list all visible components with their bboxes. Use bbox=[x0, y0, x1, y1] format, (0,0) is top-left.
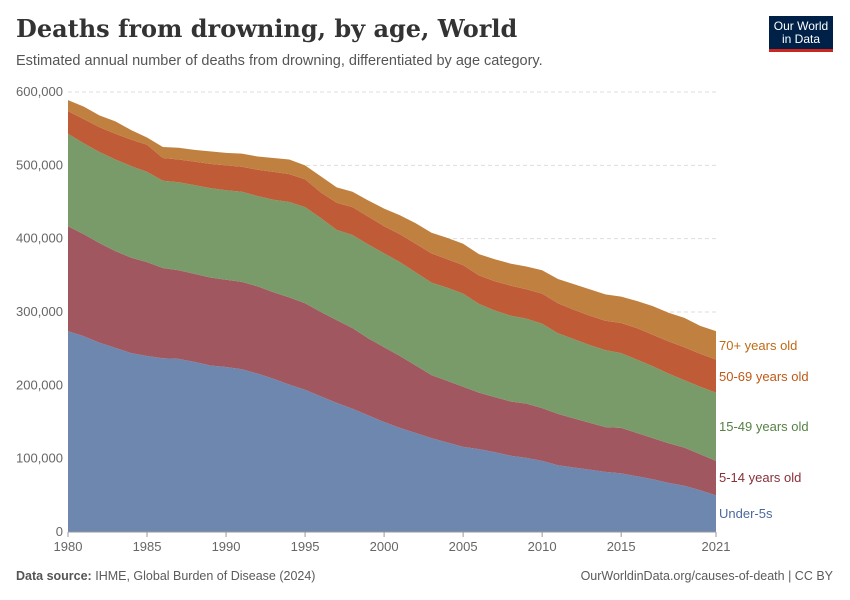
y-tick-label: 600,000 bbox=[16, 84, 63, 99]
source-label: Data source: bbox=[16, 569, 92, 583]
y-tick-label: 500,000 bbox=[16, 157, 63, 172]
series-label: 50-69 years old bbox=[719, 369, 809, 384]
y-tick-label: 200,000 bbox=[16, 377, 63, 392]
y-tick-label: 400,000 bbox=[16, 231, 63, 246]
x-tick-label: 2021 bbox=[702, 539, 731, 554]
source-text: IHME, Global Burden of Disease (2024) bbox=[95, 569, 316, 583]
y-tick-label: 300,000 bbox=[16, 304, 63, 319]
footer-link[interactable]: OurWorldinData.org/causes-of-death | CC … bbox=[580, 569, 833, 583]
series-label: Under-5s bbox=[719, 506, 773, 521]
logo-text: Our World in Data bbox=[773, 19, 829, 46]
series-label: 5-14 years old bbox=[719, 470, 801, 485]
x-tick-label: 1995 bbox=[291, 539, 320, 554]
area-50-69-years-old bbox=[68, 111, 716, 393]
area-5-14-years-old bbox=[68, 226, 716, 496]
chart-subtitle: Estimated annual number of deaths from d… bbox=[16, 53, 543, 69]
series-label: 15-49 years old bbox=[719, 419, 809, 434]
x-tick-label: 2015 bbox=[607, 539, 636, 554]
area-under-5s bbox=[68, 331, 716, 532]
x-tick-label: 1980 bbox=[54, 539, 83, 554]
y-tick-label: 100,000 bbox=[16, 451, 63, 466]
area-15-49-years-old bbox=[68, 133, 716, 461]
x-tick-label: 1985 bbox=[133, 539, 162, 554]
owid-logo[interactable]: Our World in Data bbox=[769, 16, 833, 52]
series-label: 70+ years old bbox=[719, 338, 797, 353]
x-tick-label: 1990 bbox=[212, 539, 241, 554]
data-source: Data source: IHME, Global Burden of Dise… bbox=[16, 569, 315, 583]
chart-title: Deaths from drowning, by age, World bbox=[16, 14, 518, 43]
x-tick-label: 2010 bbox=[528, 539, 557, 554]
x-tick-label: 2000 bbox=[370, 539, 399, 554]
y-tick-label: 0 bbox=[56, 524, 63, 539]
x-tick-label: 2005 bbox=[449, 539, 478, 554]
area-70-years-old bbox=[68, 100, 716, 360]
